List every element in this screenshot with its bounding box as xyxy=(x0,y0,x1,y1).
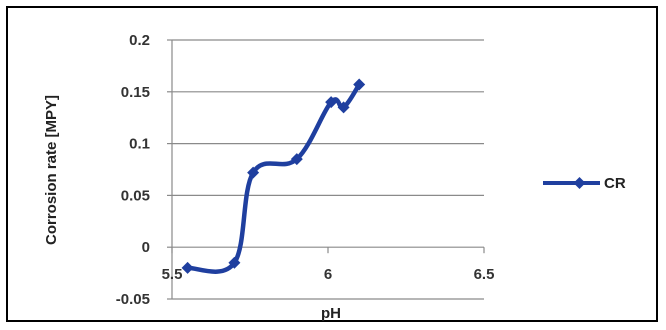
data-point xyxy=(337,101,350,114)
y-tick-label: 0.05 xyxy=(121,187,150,204)
x-tick-label: 6.5 xyxy=(474,266,495,283)
data-point xyxy=(181,261,194,274)
series-line-cr xyxy=(185,82,362,274)
x-tick-label: 6 xyxy=(324,266,332,283)
series-layer xyxy=(181,78,366,274)
y-axis-title: Corrosion rate [MPY] xyxy=(43,95,60,245)
legend-marker-cr xyxy=(573,177,586,189)
chart-frame xyxy=(6,6,658,322)
y-tick-label: 0.15 xyxy=(121,84,150,101)
grid-lines xyxy=(172,39,484,300)
data-point xyxy=(247,166,260,179)
y-tick-label: 0.2 xyxy=(129,32,150,49)
y-tick-label: 0 xyxy=(142,239,150,256)
data-point xyxy=(290,153,303,166)
axes xyxy=(167,39,485,300)
axis-titles: pH Corrosion rate [MPY] xyxy=(43,95,341,322)
legend: CR xyxy=(543,175,626,192)
tick-labels: 0.2 0.15 0.1 0.05 0 -0.05 5.5 6 6.5 xyxy=(116,32,495,308)
data-point xyxy=(228,256,241,269)
y-tick-label: -0.05 xyxy=(116,291,150,308)
data-point xyxy=(325,96,338,109)
data-point xyxy=(353,78,366,91)
legend-label-cr: CR xyxy=(604,175,626,192)
x-axis-title: pH xyxy=(321,305,341,322)
y-tick-label: 0.1 xyxy=(129,136,150,153)
x-tick-label: 5.5 xyxy=(162,266,183,283)
